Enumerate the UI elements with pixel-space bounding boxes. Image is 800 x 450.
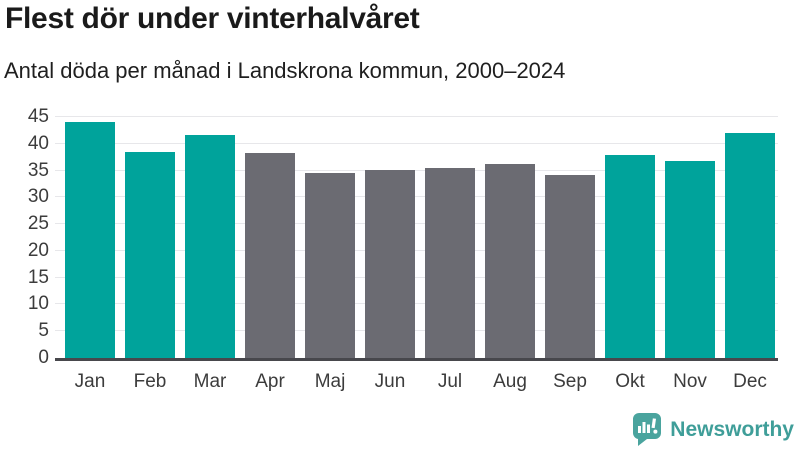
bar-okt bbox=[605, 154, 655, 358]
gridline-y-20 bbox=[55, 249, 778, 251]
gridline-y-15 bbox=[55, 276, 778, 278]
bar-dec bbox=[725, 133, 775, 358]
y-axis-tick-label: 10 bbox=[27, 293, 49, 315]
y-axis-tick-label: 25 bbox=[27, 213, 49, 235]
x-axis-label-mar: Mar bbox=[193, 371, 227, 392]
x-axis-label-jan: Jan bbox=[74, 371, 106, 392]
chart-subtitle: Antal döda per månad i Landskrona kommun… bbox=[4, 58, 566, 83]
x-axis-label-dec: Dec bbox=[733, 371, 767, 392]
bar-jun bbox=[365, 169, 415, 358]
y-axis-tick-label: 20 bbox=[27, 239, 49, 261]
gridline-y-40 bbox=[55, 142, 778, 144]
newsworthy-wordmark: Newsworthy bbox=[670, 417, 794, 441]
bar-feb bbox=[125, 151, 175, 358]
gridline-y-45 bbox=[55, 116, 778, 117]
y-axis-tick-label: 15 bbox=[27, 266, 49, 288]
gridline-y-5 bbox=[55, 330, 778, 332]
bar-sep bbox=[545, 174, 595, 358]
bar-mar bbox=[185, 134, 235, 358]
x-axis-label-apr: Apr bbox=[255, 371, 285, 392]
y-axis-tick-label: 35 bbox=[27, 159, 49, 181]
gridline-y-35 bbox=[55, 169, 778, 171]
y-axis-tick-label: 30 bbox=[27, 186, 49, 208]
y-axis-tick-label: 0 bbox=[38, 347, 49, 368]
y-axis-tick-label: 45 bbox=[27, 106, 49, 127]
x-axis-label-aug: Aug bbox=[493, 371, 527, 392]
bar-nov bbox=[665, 160, 715, 358]
y-axis-tick-label: 40 bbox=[27, 132, 49, 154]
x-axis-label-feb: Feb bbox=[133, 371, 167, 392]
bar-aug bbox=[485, 163, 535, 358]
bar-chart-plot: 0 5 10 15 20 25 30 35 40 45 Jan Feb Mar Apr Maj Jun Jul A… bbox=[28, 107, 778, 392]
chart-title: Flest dör under vinterhalvåret bbox=[5, 2, 420, 35]
x-axis-label-nov: Nov bbox=[673, 371, 707, 392]
bar-jan bbox=[65, 122, 115, 358]
gridline-y-10 bbox=[55, 303, 778, 305]
gridline-y-25 bbox=[55, 223, 778, 225]
newsworthy-logo: Newsworthy bbox=[633, 413, 794, 446]
y-axis-tick-label: 5 bbox=[38, 320, 49, 342]
bar-apr bbox=[245, 152, 295, 358]
newsworthy-icon bbox=[633, 413, 662, 446]
bar-maj bbox=[305, 172, 355, 358]
bar-jul bbox=[425, 167, 475, 358]
x-axis-label-jul: Jul bbox=[437, 371, 463, 392]
x-axis-label-jun: Jun bbox=[374, 371, 406, 392]
x-axis-label-sep: Sep bbox=[553, 371, 587, 392]
x-axis-label-maj: Maj bbox=[314, 371, 346, 392]
x-axis-label-okt: Okt bbox=[615, 371, 645, 392]
gridline-y-30 bbox=[55, 196, 778, 198]
